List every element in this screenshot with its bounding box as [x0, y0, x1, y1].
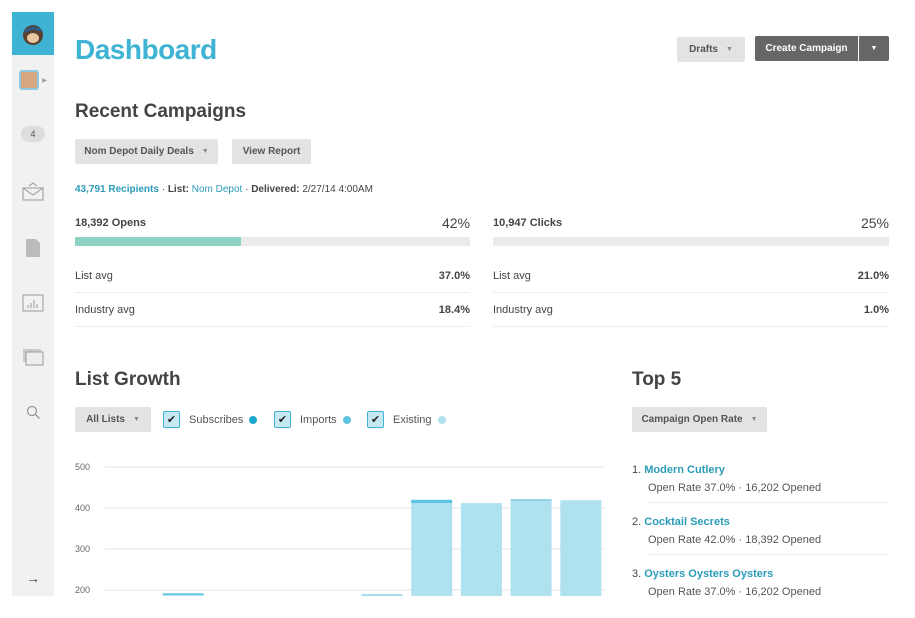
chevron-down-icon: ▼: [132, 416, 140, 423]
top5-heading: Top 5: [632, 369, 682, 390]
list-growth-heading: List Growth: [75, 369, 181, 390]
create-campaign-dropdown[interactable]: ▼: [859, 36, 889, 61]
bar-existing: [162, 594, 204, 596]
top5-item: 2. Cocktail Secrets Open Rate 42.0% · 18,…: [632, 516, 890, 555]
y-tick-label: 400: [75, 503, 90, 513]
reports-chart-icon[interactable]: [12, 294, 54, 312]
opens-progress-bar: [75, 237, 470, 246]
sidebar: [12, 12, 54, 596]
collapse-arrow-icon[interactable]: →: [26, 570, 40, 586]
clicks-list-avg-row: List avg 21.0%: [493, 259, 889, 293]
campaign-link[interactable]: Cocktail Secrets: [644, 516, 730, 528]
campaign-link[interactable]: Oysters Oysters Oysters: [644, 568, 774, 580]
search-icon[interactable]: [12, 405, 54, 419]
campaigns-envelope-icon[interactable]: [12, 181, 54, 201]
recent-campaigns-heading: Recent Campaigns: [75, 101, 247, 122]
view-report-button[interactable]: View Report: [232, 139, 311, 164]
y-tick-label: 300: [75, 544, 90, 554]
templates-document-icon[interactable]: [12, 238, 54, 258]
opens-industry-avg-row: Industry avg 18.4%: [75, 293, 470, 327]
y-tick-label: 200: [75, 585, 90, 595]
bar-existing: [560, 500, 602, 596]
subscribes-dot-icon: [249, 415, 258, 424]
bar-imports: [162, 593, 204, 595]
list-growth-chart: 500 400 300 200: [75, 462, 605, 596]
avatar[interactable]: ▶: [12, 70, 54, 90]
opens-progress-fill: [75, 237, 241, 246]
all-lists-select[interactable]: All Lists ▼: [75, 407, 151, 432]
bar-existing: [361, 595, 403, 596]
clicks-industry-avg-row: Industry avg 1.0%: [493, 293, 889, 327]
lists-cards-icon[interactable]: [12, 348, 54, 366]
chevron-down-icon: ▼: [750, 416, 758, 423]
metric-select[interactable]: Campaign Open Rate ▼: [632, 407, 767, 432]
subscribes-checkbox[interactable]: ✔ Subscribes: [163, 411, 258, 428]
bar-existing: [460, 503, 502, 596]
existing-dot-icon: [437, 415, 446, 424]
create-campaign-button[interactable]: Create Campaign: [755, 36, 858, 61]
mailchimp-logo-icon[interactable]: [12, 12, 54, 55]
opens-list-avg-row: List avg 37.0%: [75, 259, 470, 293]
campaign-select[interactable]: Nom Depot Daily Deals ▼: [75, 139, 218, 164]
imports-dot-icon: [342, 415, 351, 424]
top5-item: 1. Modern Cutlery Open Rate 37.0% · 16,20…: [632, 464, 890, 503]
campaign-meta: 43,791 Recipients · List: Nom Depot · De…: [75, 184, 373, 195]
chevron-down-icon: ▼: [870, 45, 878, 52]
campaign-link[interactable]: Modern Cutlery: [644, 464, 725, 476]
chevron-down-icon: ▼: [725, 46, 733, 53]
clicks-header: 10,947 Clicks 25%: [493, 215, 889, 231]
clicks-progress-bar: [493, 237, 889, 246]
notification-badge[interactable]: 4: [12, 126, 54, 142]
drafts-button[interactable]: Drafts ▼: [677, 37, 745, 62]
opens-header: 18,392 Opens 42%: [75, 215, 470, 231]
bar-imports: [510, 499, 552, 501]
bar-imports: [361, 594, 403, 596]
top5-item: 3. Oysters Oysters Oysters Open Rate 37.0…: [632, 568, 822, 598]
checkmark-icon: ✔: [163, 411, 180, 428]
bar-existing: [411, 503, 453, 596]
chevron-down-icon: ▼: [201, 148, 209, 155]
checkmark-icon: ✔: [367, 411, 384, 428]
bar-existing: [510, 500, 552, 596]
page-title: Dashboard: [75, 34, 217, 65]
imports-checkbox[interactable]: ✔ Imports: [274, 411, 351, 428]
y-tick-label: 500: [75, 462, 90, 472]
recipients-link[interactable]: 43,791 Recipients: [75, 184, 159, 195]
list-link[interactable]: Nom Depot: [191, 184, 243, 195]
existing-checkbox[interactable]: ✔ Existing: [367, 411, 446, 428]
checkmark-icon: ✔: [274, 411, 291, 428]
bar-imports: [411, 499, 453, 504]
